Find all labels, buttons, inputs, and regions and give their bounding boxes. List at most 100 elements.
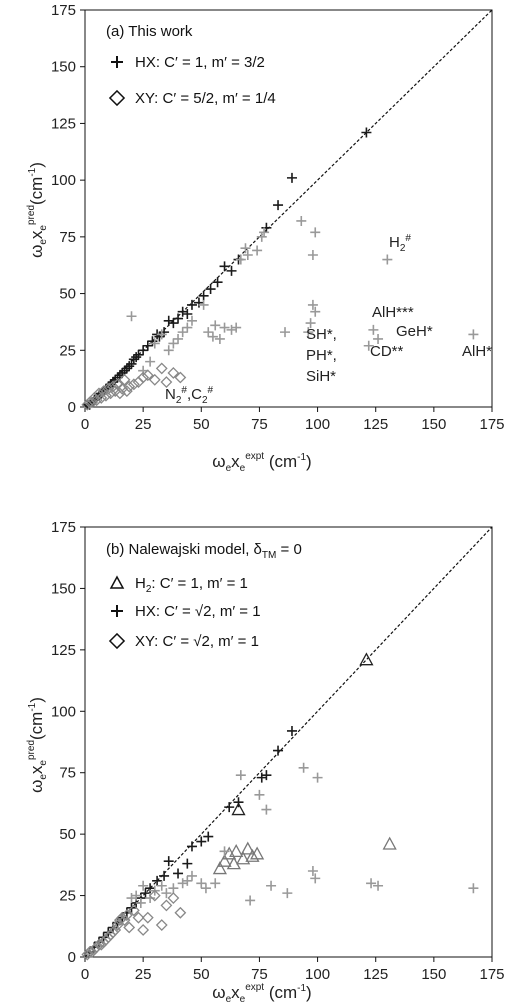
data-point-a-plus [219, 322, 230, 333]
legend-entry-hx: HX: C′ = √2, m′ = 1 [135, 603, 261, 620]
axis-ticks-b: 0 25 50 75 100 125 150 175 0 25 50 75 100 125 150 175 [51, 519, 505, 983]
data-point-b-plus [138, 880, 149, 891]
panel-title-a: (a) This work [106, 23, 193, 40]
data-point-a-plus [173, 313, 184, 324]
data-point-a-plus [198, 299, 209, 310]
data-point-a-diamond [148, 373, 161, 386]
data-point-a-plus [296, 215, 307, 226]
data-point-b-plus [366, 878, 377, 889]
data-point-b-diamond [127, 904, 140, 917]
axis-ticks-a: 0 25 50 75 100 125 150 175 0 25 50 75 100 125 150 175 [51, 2, 505, 433]
panel-b: 0 25 50 75 100 125 150 175 0 25 50 75 100 125 150 175 (… [26, 519, 505, 1004]
data-point-b-triangle [240, 841, 255, 855]
data-point-a-plus [273, 200, 284, 211]
data-point-a-plus [163, 345, 174, 356]
data-point-a-plus [210, 320, 221, 331]
data-point-b-diamond [160, 899, 173, 912]
data-points-b [81, 652, 479, 961]
data-point-a-diamond [118, 373, 131, 386]
data-point-a-plus [361, 127, 372, 138]
data-point-a-plus [126, 311, 137, 322]
data-points-a [81, 127, 479, 411]
x-tick-label: 50 [193, 966, 210, 983]
panel-a: 0 25 50 75 100 125 150 175 0 25 50 75 100 125 150 175 (… [26, 2, 505, 474]
x-tick-label: 150 [421, 966, 446, 983]
data-point-b-plus [182, 858, 193, 869]
x-tick-label: 175 [479, 416, 504, 433]
data-point-a-plus [252, 245, 263, 256]
data-point-a-diamond [123, 380, 136, 393]
data-point-b-plus [261, 770, 272, 781]
legend-diamond-icon [108, 89, 126, 107]
data-point-b-diamond [167, 892, 180, 904]
y-tick-label: 100 [51, 703, 76, 720]
x-tick-label: 75 [251, 966, 268, 983]
data-point-a-diamond [155, 362, 168, 375]
annotation-alh-1: AlH* [462, 343, 492, 360]
panel-title-b: (b) Nalewajski model, δTM = 0 [106, 541, 302, 561]
data-point-a-plus [305, 318, 316, 329]
legend-plus-icon [111, 56, 123, 68]
data-point-b-plus [312, 772, 323, 783]
data-point-b-plus [224, 802, 235, 813]
x-tick-label: 125 [363, 416, 388, 433]
data-point-b-plus [273, 745, 284, 756]
x-tick-label: 75 [251, 416, 268, 433]
y-axis-label-b: ωexepred(cm-1) [26, 697, 49, 793]
data-point-a-plus [382, 254, 393, 265]
y-tick-label: 75 [59, 765, 76, 782]
data-point-b-plus [298, 762, 309, 773]
legend-diamond-icon [108, 632, 126, 650]
x-tick-label: 100 [305, 416, 330, 433]
annotation-alh-3: AlH*** [372, 304, 414, 321]
annotations-a: H2# AlH*** GeH* CD** AlH* SH*, PH*, SiH*… [165, 233, 492, 406]
data-point-b-plus [168, 883, 179, 894]
x-axis-label-a: ωexeexpt (cm-1) [212, 451, 311, 474]
annotation-h2: H2# [389, 233, 411, 254]
data-point-b-diamond [148, 889, 161, 902]
y-tick-label: 25 [59, 342, 76, 359]
data-point-a-plus [193, 297, 204, 308]
x-tick-label: 0 [81, 416, 89, 433]
data-point-b-diamond [123, 921, 136, 934]
y-tick-label: 150 [51, 59, 76, 76]
data-point-b-triangle [229, 843, 244, 857]
y-tick-label: 175 [51, 519, 76, 536]
data-point-b-plus [282, 888, 293, 899]
data-point-b-plus [233, 797, 244, 808]
data-point-a-plus [126, 358, 137, 369]
data-point-b-plus [200, 883, 211, 894]
y-tick-label: 0 [68, 399, 76, 416]
data-point-b-triangle [382, 836, 397, 850]
data-point-b-diamond [141, 911, 154, 924]
data-point-a-plus [307, 250, 318, 261]
data-point-a-plus [173, 333, 184, 344]
data-point-a-plus [207, 331, 218, 342]
data-point-a-plus [468, 329, 479, 340]
data-point-b-plus [245, 895, 256, 906]
data-point-b-triangle [226, 856, 241, 870]
data-point-b-plus [186, 870, 197, 881]
data-point-a-plus [163, 315, 174, 326]
data-point-b-plus [235, 770, 246, 781]
data-point-b-plus [152, 875, 163, 886]
data-point-b-diamond [132, 911, 145, 924]
data-point-b-plus [210, 878, 221, 889]
data-point-b-triangle [212, 861, 227, 875]
data-point-a-diamond [81, 398, 94, 411]
data-point-a-plus [203, 327, 214, 338]
data-point-a-diamond [113, 387, 126, 400]
parity-line-b [84, 526, 493, 958]
data-point-a-plus [182, 308, 193, 319]
data-point-b-triangle [217, 853, 232, 867]
data-point-a-plus [198, 290, 209, 301]
data-point-b-plus [219, 846, 230, 857]
data-point-b-plus [203, 831, 214, 842]
data-point-b-triangle [231, 802, 246, 816]
data-point-b-diamond [81, 948, 94, 961]
data-point-a-plus [177, 327, 188, 338]
annotation-cd: CD** [370, 343, 404, 360]
data-point-a-plus [368, 324, 379, 335]
y-axis-label-a: ωexepred(cm-1) [26, 162, 49, 258]
